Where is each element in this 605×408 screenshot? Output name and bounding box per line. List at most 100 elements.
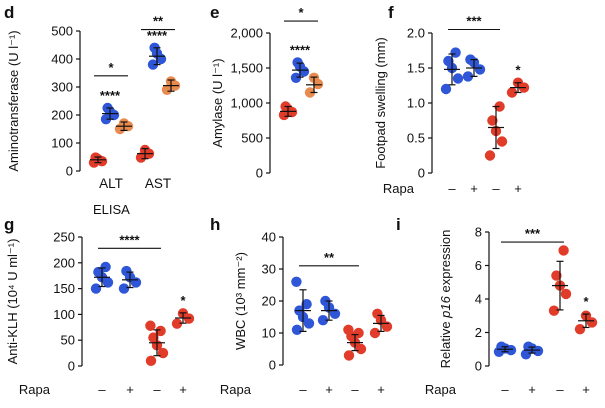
panel-f-y-tick-label: 0 — [418, 166, 425, 181]
panel-h-y-tick-label: 20 — [262, 294, 276, 309]
panel-h-y-tick-label: 40 — [262, 230, 276, 245]
panel-h-point — [372, 308, 383, 319]
panel-e-sig-star: * — [298, 5, 304, 20]
panel-f-point — [462, 71, 474, 82]
panel-i-point — [548, 305, 560, 316]
panel-i-sig-star: * — [583, 294, 589, 309]
panel-g-y-tick-label: 150 — [53, 281, 75, 296]
panel-g-y-tick-label: 100 — [53, 307, 75, 322]
panel-e-y-tick-label: 1,500 — [230, 61, 263, 76]
panel-h-y-tick-label: 0 — [269, 358, 276, 373]
panel-h-rapa-sign: + — [377, 382, 385, 397]
panel-f-rapa-sign: – — [448, 181, 456, 196]
panel-d-y-tick-label: 400 — [51, 52, 73, 67]
panel-i-point — [523, 341, 534, 352]
panel-h-y-tick-label: 30 — [262, 262, 276, 277]
panel-f-y-tick-label: 2.0 — [407, 26, 425, 41]
panel-g-y-tick-label: 200 — [53, 255, 75, 270]
panel-h-point — [301, 299, 312, 310]
panel-f-sig-star: *** — [466, 14, 482, 29]
panel-f-rapa-sign: + — [470, 181, 478, 196]
panel-g-point — [171, 318, 183, 329]
panel-h-rapa-sign: – — [299, 382, 307, 397]
panel-d-sig-star: ** — [153, 14, 164, 29]
panel-i-rapa-label: Rapa — [425, 382, 457, 397]
panel-d-y-tick-label: 500 — [51, 24, 73, 39]
panel-i-point — [551, 270, 562, 281]
panel-e-y-tick-label: 0 — [256, 166, 263, 181]
panel-g-point — [148, 332, 159, 343]
panel-h-point — [343, 350, 355, 361]
panel-f-rapa-sign: + — [514, 181, 522, 196]
panel-f-point — [506, 87, 518, 98]
panel-i-point — [558, 245, 569, 256]
panel-g-rapa-sign: – — [98, 382, 106, 397]
panel-h-point — [291, 324, 303, 335]
panel-d-sig-star: * — [108, 60, 114, 75]
panel-e-y-tick-label: 1,000 — [230, 96, 263, 111]
panel-i-sig-star: *** — [525, 226, 541, 241]
panel-h-sig-star: ** — [324, 250, 335, 265]
panel-i-rapa-sign: + — [582, 382, 590, 397]
panel-i-y-label: Relative p16 expression — [438, 230, 453, 369]
panel-g-point — [145, 320, 156, 331]
panel-f-point — [496, 136, 508, 147]
panel-d-y-label: Aminotransferase (U l⁻¹) — [6, 30, 21, 171]
panel-f-rapa-label: Rapa — [383, 181, 415, 196]
panel-f-point — [494, 101, 505, 112]
panel-g-rapa-sign: + — [179, 382, 187, 397]
panel-g-sig-star: * — [180, 293, 186, 308]
panel-f-rapa-sign: – — [492, 181, 500, 196]
panel-d-point — [147, 59, 159, 70]
panel-g-y-tick-label: 250 — [53, 230, 75, 245]
panel-i-point — [560, 288, 572, 300]
panel-f-point — [487, 115, 498, 126]
panel-h-rapa-label: Rapa — [220, 382, 252, 397]
panel-g-rapa-sign: – — [153, 382, 161, 397]
panel-e-y-label: Amylase (U l⁻¹) — [210, 58, 225, 147]
panel-g-sig-star: **** — [119, 232, 140, 247]
panel-g-title: ELISA — [93, 202, 130, 217]
panel-f-point — [465, 54, 476, 65]
panel-letter-f: f — [388, 3, 394, 22]
panel-d-y-tick-label: 200 — [51, 108, 73, 123]
panel-d-sig-star: **** — [100, 88, 121, 103]
panel-g-point — [145, 355, 157, 367]
panel-g-point — [90, 283, 102, 294]
panel-d-x-category: ALT — [99, 176, 123, 191]
panel-d-sig-star: **** — [147, 28, 168, 43]
panel-f-point — [484, 150, 496, 161]
panel-f-y-label: Footpad swelling (mm) — [373, 37, 388, 169]
panel-d-y-tick-label: 300 — [51, 80, 73, 95]
panel-g-point — [118, 283, 130, 294]
panel-letter-g: g — [4, 215, 14, 234]
panel-f-y-tick-label: 1.5 — [407, 61, 425, 76]
panel-g-point — [121, 265, 132, 277]
panel-f-point — [440, 83, 452, 95]
panel-d-x-category: AST — [145, 176, 171, 191]
panel-letter-e: e — [210, 3, 219, 22]
panel-g-point — [100, 261, 111, 273]
panel-e-point — [304, 87, 316, 98]
panel-e-y-tick-label: 500 — [241, 131, 263, 146]
panel-i-rapa-sign: + — [528, 382, 536, 397]
panel-g-rapa-sign: + — [126, 382, 134, 397]
panel-g-rapa-label: Rapa — [19, 382, 51, 397]
panel-e-point — [292, 57, 303, 68]
panel-d-y-tick-label: 0 — [66, 164, 73, 179]
panel-letter-i: i — [396, 215, 401, 234]
panel-g-y-tick-label: 50 — [61, 333, 75, 348]
panel-d-y-tick-label: 100 — [51, 136, 73, 151]
panel-h-y-label: WBC (10³ mm⁻²) — [233, 252, 248, 350]
panel-i-rapa-sign: – — [556, 382, 564, 397]
panel-d-point — [161, 84, 173, 96]
panel-letter-h: h — [210, 215, 220, 234]
panel-h-point — [343, 324, 354, 335]
panel-f-y-tick-label: 1.0 — [407, 96, 425, 111]
panel-e-sig-star: **** — [290, 42, 311, 57]
panel-f-sig-star: * — [515, 63, 521, 78]
panel-f-point — [450, 47, 461, 58]
panel-g-point — [93, 266, 104, 278]
panel-i-point — [574, 323, 586, 335]
